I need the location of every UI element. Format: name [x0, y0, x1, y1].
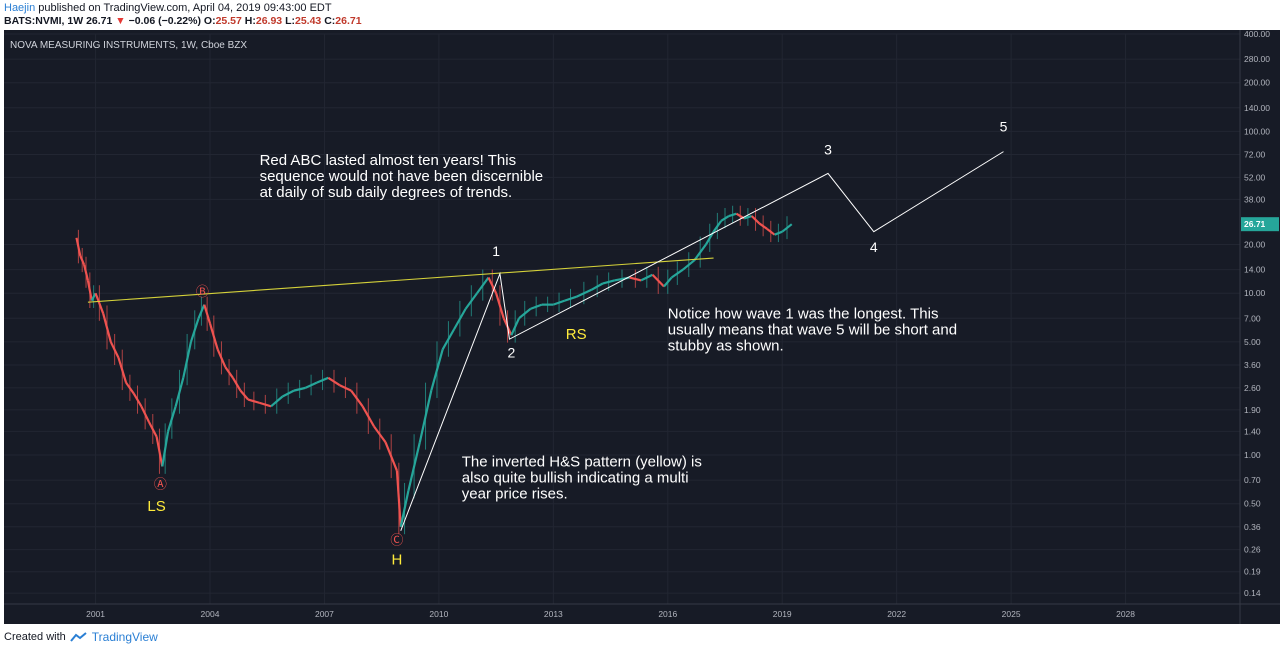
abc-point-label: Ⓐ — [154, 477, 167, 492]
wave-annotation: 2 — [507, 345, 515, 361]
neckline — [87, 257, 714, 303]
low-label: L: — [285, 15, 295, 27]
note-line: Notice how wave 1 was the longest. This — [668, 305, 939, 322]
high-value: 26.93 — [255, 15, 283, 27]
y-tick-label: 0.14 — [1244, 588, 1261, 598]
y-tick-label: 0.36 — [1244, 522, 1261, 532]
note-line: year price rises. — [462, 485, 568, 502]
publish-info: Haejin published on TradingView.com, Apr… — [4, 2, 332, 14]
close-value: 26.71 — [335, 15, 362, 27]
wave-annotation: 5 — [1000, 118, 1008, 134]
abc-point-label: Ⓑ — [196, 284, 209, 299]
y-tick-label: 1.90 — [1244, 405, 1261, 415]
open-value: 25.57 — [215, 15, 242, 27]
note-line: Red ABC lasted almost ten years! This — [260, 152, 517, 169]
y-tick-label: 140.00 — [1244, 103, 1270, 113]
tradingview-brand[interactable]: TradingView — [91, 630, 158, 644]
high-label: H: — [244, 15, 256, 27]
wave-annotation: 1 — [492, 243, 500, 259]
abc-point-label: Ⓒ — [390, 532, 403, 547]
y-tick-label: 3.60 — [1244, 360, 1261, 370]
x-tick-label: 2025 — [1002, 609, 1021, 619]
y-tick-label: 280.00 — [1244, 54, 1270, 64]
author-link[interactable]: Haejin — [4, 2, 36, 14]
x-tick-label: 2004 — [201, 609, 220, 619]
note-line: sequence would not have been discernible — [260, 168, 544, 185]
down-arrow-icon: ▼ — [115, 15, 126, 27]
y-tick-label: 20.00 — [1244, 240, 1266, 250]
y-tick-label: 0.19 — [1244, 567, 1261, 577]
x-tick-label: 2010 — [429, 609, 448, 619]
wave-annotation: RS — [566, 326, 587, 343]
wave-annotation: H — [392, 552, 403, 569]
wave-annotation: 4 — [870, 239, 878, 255]
note-text: Notice how wave 1 was the longest. This u… — [668, 305, 957, 354]
y-tick-label: 7.00 — [1244, 313, 1261, 323]
y-tick-label: 1.40 — [1244, 426, 1261, 436]
footer: Created with TradingView — [4, 630, 158, 644]
x-tick-label: 2028 — [1116, 609, 1135, 619]
x-tick-label: 2016 — [658, 609, 677, 619]
price-change: −0.06 (−0.22%) — [128, 15, 201, 27]
y-tick-label: 0.70 — [1244, 475, 1261, 485]
y-tick-label: 1.00 — [1244, 450, 1261, 460]
published-text: published on TradingView.com, April 04, … — [38, 2, 332, 14]
y-tick-label: 72.00 — [1244, 149, 1266, 159]
note-line: usually means that wave 5 will be short … — [668, 321, 957, 338]
last-price: 26.71 — [86, 15, 113, 27]
elliott-wave-path — [400, 151, 1004, 531]
x-tick-label: 2001 — [86, 609, 105, 619]
y-tick-label: 200.00 — [1244, 78, 1270, 88]
note-line: The inverted H&S pattern (yellow) is — [462, 453, 702, 470]
wave-annotation: 3 — [824, 141, 832, 157]
x-tick-label: 2019 — [773, 609, 792, 619]
y-tick-label: 100.00 — [1244, 126, 1270, 136]
x-tick-label: 2007 — [315, 609, 334, 619]
note-line: also quite bullish indicating a multi — [462, 469, 689, 486]
symbol-label: BATS:NVMI, 1W — [4, 15, 84, 27]
note-line: stubby as shown. — [668, 337, 784, 354]
note-text: Red ABC lasted almost ten years! This seq… — [260, 152, 544, 201]
last-price-badge — [1241, 217, 1279, 232]
x-tick-label: 2013 — [544, 609, 563, 619]
wave-annotation: LS — [147, 498, 165, 515]
y-tick-label: 0.50 — [1244, 499, 1261, 509]
created-with-text: Created with — [4, 631, 66, 643]
y-tick-label: 52.00 — [1244, 172, 1266, 182]
close-label: C: — [324, 15, 336, 27]
chart-area[interactable]: 400.00 280.00 200.00 140.00 100.00 72.00 52.00… — [4, 29, 1280, 624]
open-label: O: — [203, 15, 216, 27]
symbol-info: BATS:NVMI, 1W 26.71 ▼ −0.06 (−0.22%) O:2… — [4, 15, 362, 27]
tradingview-logo-icon — [69, 632, 87, 642]
chart-title: NOVA MEASURING INSTRUMENTS, 1W, Cboe BZX — [10, 40, 247, 51]
y-tick-label: 38.00 — [1244, 194, 1266, 204]
y-tick-label: 2.60 — [1244, 383, 1261, 393]
y-tick-label: 10.00 — [1244, 288, 1266, 298]
price-chart[interactable]: 400.00 280.00 200.00 140.00 100.00 72.00 52.00… — [4, 29, 1280, 624]
last-price-label: 26.71 — [1244, 219, 1266, 229]
note-text: The inverted H&S pattern (yellow) is also… — [462, 453, 702, 502]
x-tick-label: 2022 — [887, 609, 906, 619]
note-line: at daily of sub daily degrees of trends. — [260, 184, 513, 201]
y-tick-label: 14.00 — [1244, 265, 1266, 275]
y-tick-label: 5.00 — [1244, 337, 1261, 347]
y-tick-label: 0.26 — [1244, 545, 1261, 555]
y-tick-label: 400.00 — [1244, 30, 1270, 39]
low-value: 25.43 — [295, 15, 322, 27]
